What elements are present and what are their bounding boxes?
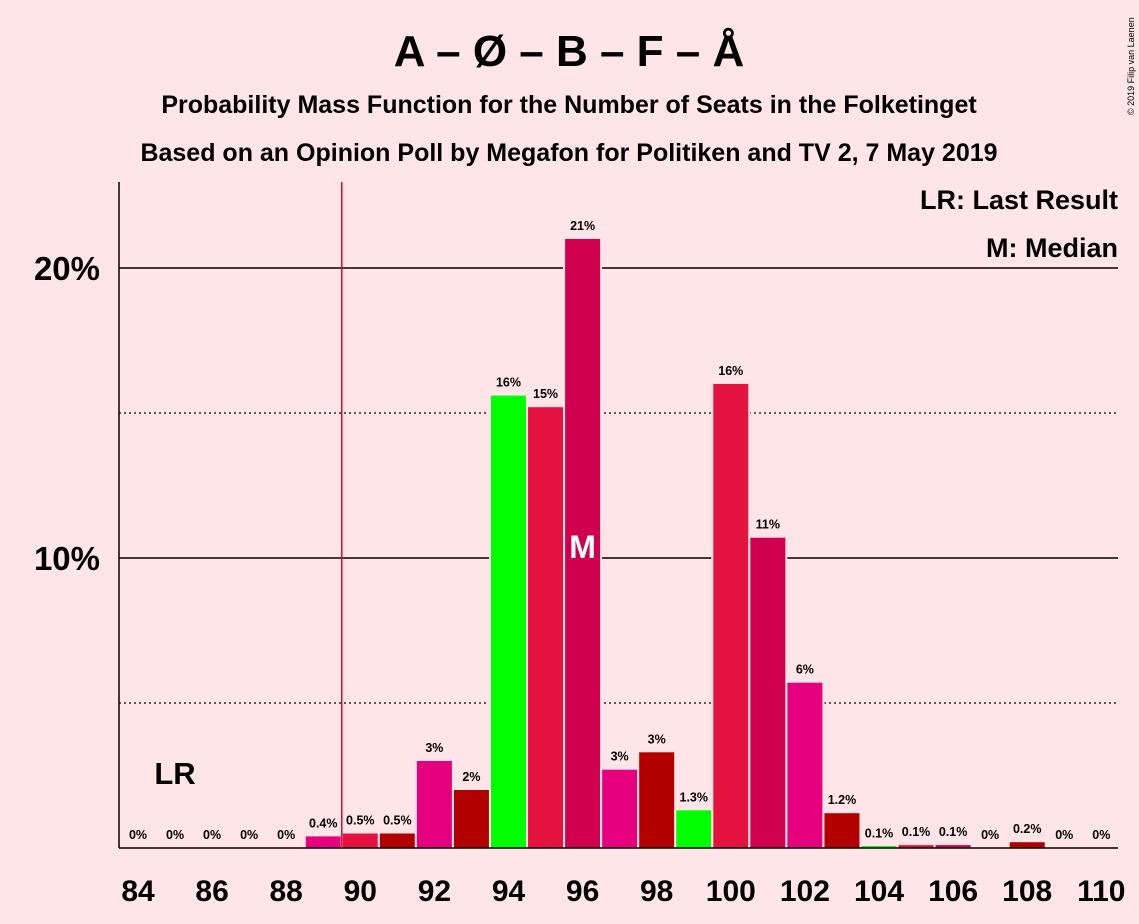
data-label-105: 0.1% xyxy=(902,825,931,839)
bar-98 xyxy=(639,752,675,848)
bar-99 xyxy=(676,810,712,848)
bar-103 xyxy=(824,813,860,848)
bar-95 xyxy=(528,407,564,848)
data-label-88: 0% xyxy=(277,828,295,842)
data-label-101: 11% xyxy=(756,518,780,532)
data-label-91: 0.5% xyxy=(383,814,412,828)
bar-106 xyxy=(935,845,971,848)
data-label-87: 0% xyxy=(240,828,258,842)
bar-89 xyxy=(305,836,341,848)
data-label-103: 1.2% xyxy=(828,793,857,807)
x-tick-label-86: 86 xyxy=(195,875,228,908)
data-label-90: 0.5% xyxy=(346,814,375,828)
data-label-98: 3% xyxy=(648,732,666,746)
x-tick-label-102: 102 xyxy=(780,875,830,908)
x-tick-label-110: 110 xyxy=(1077,875,1125,908)
bar-105 xyxy=(898,845,934,848)
data-label-109: 0% xyxy=(1055,828,1073,842)
bar-108 xyxy=(1009,842,1045,848)
x-tick-label-106: 106 xyxy=(928,875,978,908)
axes xyxy=(118,182,1118,849)
x-tick-label-108: 108 xyxy=(1002,875,1052,908)
data-label-85: 0% xyxy=(166,828,184,842)
bar-91 xyxy=(379,833,415,848)
last-result-marker: LR xyxy=(154,756,195,791)
chart-title: A – Ø – B – F – Å xyxy=(394,27,744,76)
y-tick-label-1: 20% xyxy=(34,250,100,287)
y-tick-label-0: 10% xyxy=(34,540,100,577)
x-tick-label-88: 88 xyxy=(270,875,303,908)
data-label-86: 0% xyxy=(203,828,221,842)
x-tick-label-90: 90 xyxy=(344,875,377,908)
data-label-94: 16% xyxy=(496,376,521,390)
gridlines xyxy=(119,267,1118,704)
bar-93 xyxy=(453,790,489,848)
legend-last-result: LR: Last Result xyxy=(920,185,1118,215)
data-label-93: 2% xyxy=(462,770,480,784)
y-tick-labels: 10% 20% xyxy=(34,250,100,577)
bar-90 xyxy=(342,833,378,848)
x-tick-labels: 84 86 88 90 92 94 96 98 100 102 104 106 108 110 xyxy=(121,875,1125,908)
data-label-110: 0% xyxy=(1092,828,1110,842)
legend-median: M: Median xyxy=(986,233,1118,263)
data-label-102: 6% xyxy=(796,663,814,677)
data-labels: 0% 0% 0% 0% 0% 0.4% 0.5% 0.5% 3% 2% 16% 15% 21% 3% 3% 1… xyxy=(129,219,1110,842)
data-label-108: 0.2% xyxy=(1013,822,1042,836)
chart-subtitle-2: Based on an Opinion Poll by Megafon for … xyxy=(140,139,997,167)
data-label-89: 0.4% xyxy=(309,816,338,830)
bar-97 xyxy=(602,769,638,848)
bar-102 xyxy=(787,682,823,848)
data-label-96: 21% xyxy=(570,219,595,233)
x-tick-label-100: 100 xyxy=(706,875,756,908)
data-label-106: 0.1% xyxy=(939,825,968,839)
bar-100 xyxy=(713,384,749,848)
x-tick-label-92: 92 xyxy=(418,875,451,908)
bar-104 xyxy=(861,846,897,848)
x-tick-label-94: 94 xyxy=(492,875,526,908)
data-label-99: 1.3% xyxy=(680,790,709,804)
bar-92 xyxy=(416,761,452,848)
x-tick-label-84: 84 xyxy=(121,875,155,908)
data-label-97: 3% xyxy=(611,750,629,764)
data-label-107: 0% xyxy=(981,828,999,842)
markers: LR M xyxy=(154,182,596,848)
bar-94 xyxy=(491,395,526,848)
x-tick-label-104: 104 xyxy=(854,875,904,908)
data-label-84: 0% xyxy=(129,828,147,842)
x-tick-label-98: 98 xyxy=(640,875,673,908)
data-label-100: 16% xyxy=(718,364,743,378)
x-tick-label-96: 96 xyxy=(566,875,599,908)
median-marker: M xyxy=(569,529,596,565)
chart-subtitle-1: Probability Mass Function for the Number… xyxy=(161,91,977,119)
bar-101 xyxy=(750,537,786,848)
data-label-95: 15% xyxy=(533,387,558,401)
bar-96 xyxy=(565,239,601,848)
data-label-92: 3% xyxy=(425,741,443,755)
copyright-note: © 2019 Filip van Laenen xyxy=(1126,17,1136,115)
bars xyxy=(303,237,1047,848)
data-label-104: 0.1% xyxy=(865,827,894,841)
